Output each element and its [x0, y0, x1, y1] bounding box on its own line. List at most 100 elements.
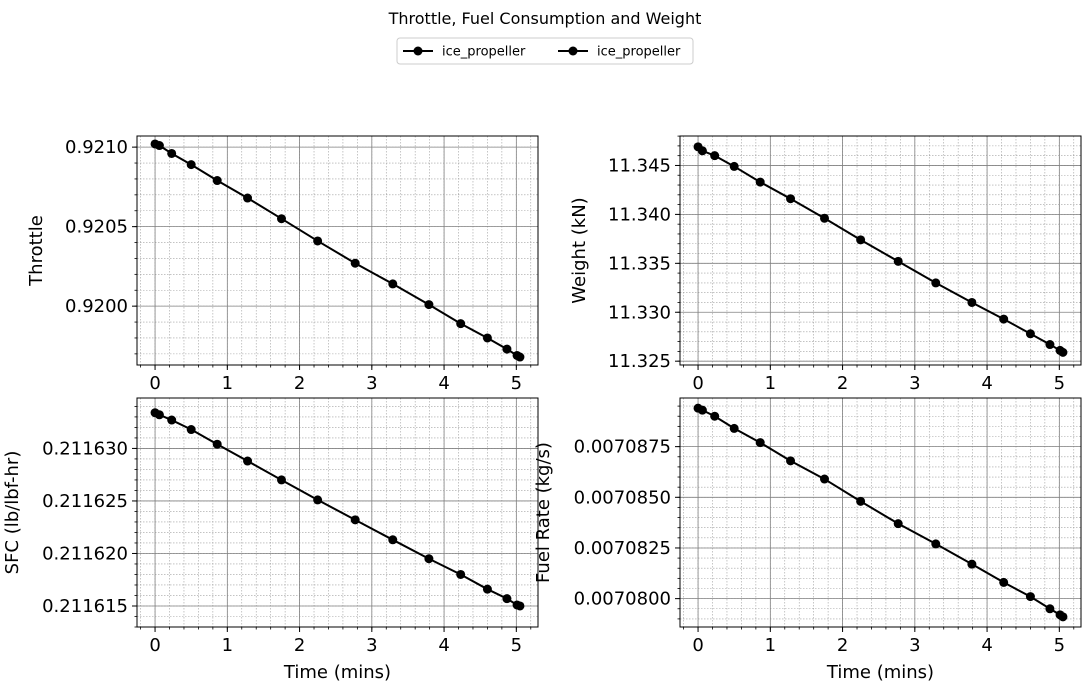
data-point	[820, 474, 830, 484]
data-point	[186, 425, 196, 435]
legend: ice_propeller ice_propeller	[396, 37, 694, 65]
data-point	[1058, 347, 1068, 357]
x-tick-label: 1	[222, 635, 233, 656]
subplot-fuel-rate: 0 1 2 3 4 5 0.0070800 0.0070825 0.0070850 0.00708…	[533, 397, 1082, 683]
data-point	[1045, 340, 1055, 350]
data-point	[456, 319, 466, 329]
x-tick-label: 0	[692, 373, 703, 394]
y-tick-label: 0.211625	[42, 491, 128, 512]
data-point	[786, 194, 796, 204]
x-axis-label: Time (mins)	[283, 662, 391, 683]
y-tick-label: 11.345	[608, 155, 671, 176]
data-point	[931, 278, 941, 288]
data-point	[167, 415, 177, 425]
data-point	[729, 423, 739, 433]
x-axis-label: Time (mins)	[826, 662, 934, 683]
data-point	[710, 411, 720, 421]
data-point	[856, 235, 866, 245]
legend-marker-icon	[413, 46, 423, 56]
x-tick-label: 4	[438, 635, 449, 656]
data-point	[277, 214, 287, 224]
series-line	[697, 407, 1064, 618]
y-tick-label: 11.340	[608, 204, 671, 225]
x-tick-label: 5	[511, 635, 522, 656]
x-tick-label: 5	[1054, 635, 1065, 656]
y-tick-label: 0.9210	[65, 137, 128, 158]
data-point	[388, 279, 398, 289]
y-tick-label: 0.0070875	[574, 437, 671, 458]
axes-frame	[136, 397, 539, 628]
legend-marker-icon	[568, 46, 578, 56]
x-tick-label: 0	[149, 635, 160, 656]
data-point	[186, 160, 196, 170]
subplot-weight: 0 1 2 3 4 5 11.325 11.330 11.335 11.340 11.345 Weig…	[569, 135, 1082, 394]
x-tick-label: 2	[837, 635, 848, 656]
y-tick-label: 0.211630	[42, 438, 128, 459]
series-line	[697, 146, 1064, 354]
data-point	[729, 161, 739, 171]
x-tick-label: 3	[366, 373, 377, 394]
data-point	[154, 141, 164, 151]
x-tick-label: 3	[909, 635, 920, 656]
data-point	[277, 475, 287, 485]
data-point	[456, 569, 466, 579]
data-point	[755, 177, 765, 187]
x-tick-label: 4	[981, 373, 992, 394]
data-point	[755, 438, 765, 448]
data-point	[167, 148, 177, 158]
legend-frame	[396, 37, 694, 65]
y-axis-label: SFC (lb/lbf-hr)	[2, 451, 23, 575]
x-tick-label: 3	[909, 373, 920, 394]
data-point	[424, 300, 434, 310]
data-point	[1045, 604, 1055, 614]
x-tick-label: 4	[438, 373, 449, 394]
data-point	[856, 496, 866, 506]
x-tick-label: 1	[765, 373, 776, 394]
data-point	[313, 236, 323, 246]
data-point	[515, 352, 525, 362]
data-point	[212, 176, 222, 186]
data-point	[1025, 592, 1035, 602]
y-tick-label: 11.325	[608, 351, 671, 372]
y-axis-label: Fuel Rate (kg/s)	[533, 442, 554, 583]
legend-label: ice_propeller	[597, 45, 681, 60]
data-point	[243, 193, 253, 203]
y-tick-label: 0.0070800	[574, 589, 671, 610]
data-point	[502, 344, 512, 354]
x-tick-label: 3	[366, 635, 377, 656]
data-point	[1025, 329, 1035, 339]
y-tick-label: 11.330	[608, 302, 671, 323]
data-point	[1058, 612, 1068, 622]
data-point	[999, 577, 1009, 587]
legend-entry-2: ice_propeller	[558, 45, 681, 60]
data-point	[967, 297, 977, 307]
series-line	[154, 411, 521, 607]
axes-frame	[679, 397, 1082, 628]
data-point	[350, 515, 360, 525]
legend-label: ice_propeller	[442, 45, 526, 60]
data-point	[243, 456, 253, 466]
data-point	[154, 410, 164, 420]
data-point	[999, 314, 1009, 324]
data-point	[388, 535, 398, 545]
data-point	[710, 151, 720, 161]
y-axis-label: Weight (kN)	[569, 197, 590, 303]
data-point	[893, 256, 903, 266]
y-tick-label: 0.211620	[42, 543, 128, 564]
x-tick-label: 2	[837, 373, 848, 394]
x-tick-label: 2	[294, 635, 305, 656]
x-tick-label: 1	[765, 635, 776, 656]
axes-frame	[679, 135, 1082, 366]
data-point	[424, 554, 434, 564]
data-point	[893, 519, 903, 529]
data-point	[697, 146, 707, 156]
data-point	[313, 495, 323, 505]
data-point	[515, 601, 525, 611]
data-point	[502, 594, 512, 604]
y-tick-label: 0.211615	[42, 596, 128, 617]
x-tick-label: 5	[511, 373, 522, 394]
data-point	[482, 584, 492, 594]
y-tick-label: 0.9205	[65, 217, 128, 238]
